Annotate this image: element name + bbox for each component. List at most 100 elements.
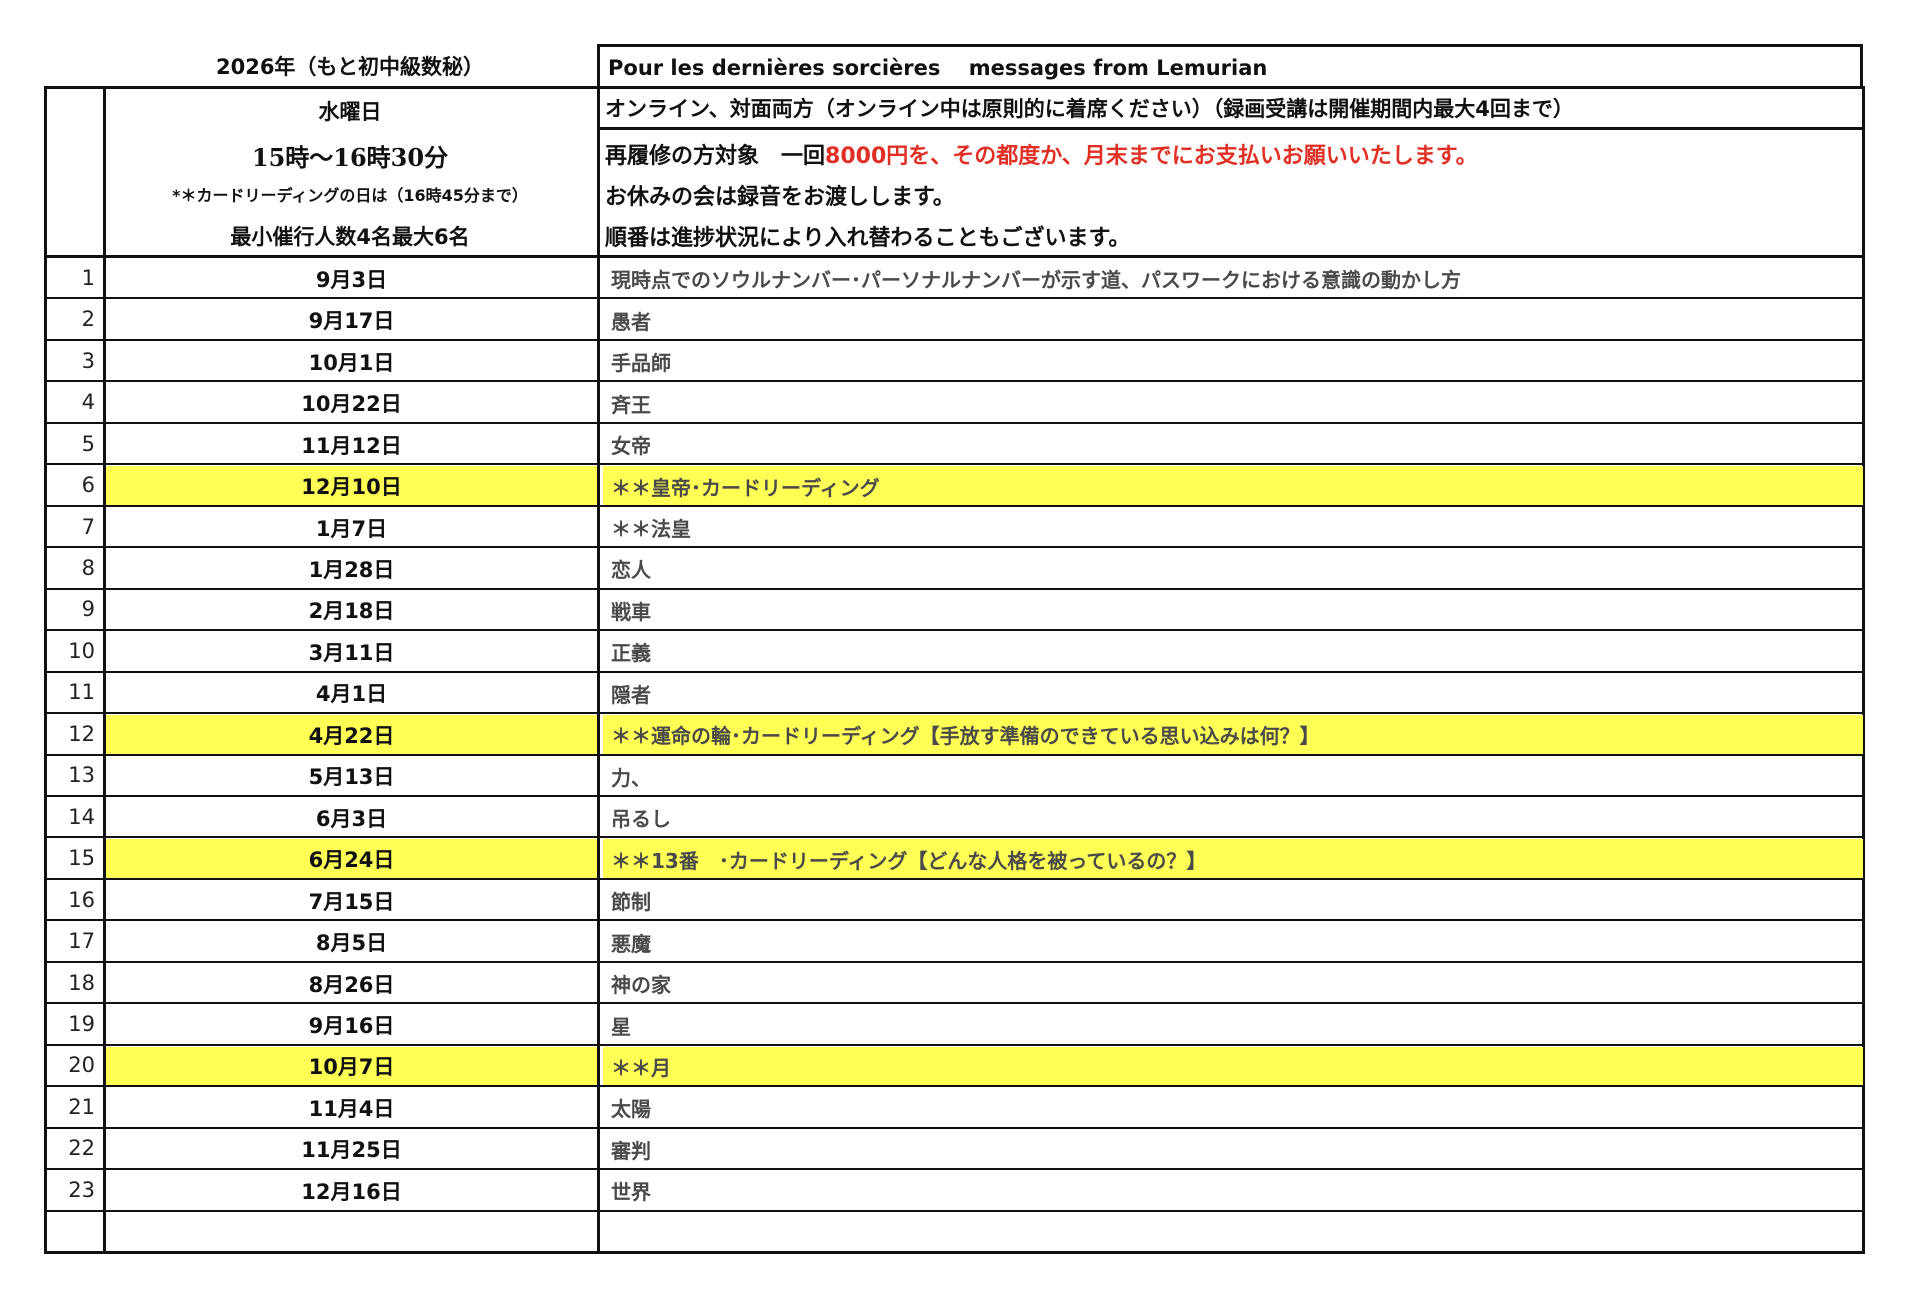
session-topic: 正義	[611, 641, 651, 666]
row-divider	[47, 546, 1863, 549]
session-number: 6	[81, 473, 95, 498]
session-number: 4	[81, 390, 95, 415]
session-number: 10	[68, 638, 95, 663]
session-topic: 手品師	[611, 351, 671, 376]
table-row	[47, 1211, 1863, 1253]
session-date: 8月26日	[308, 972, 395, 997]
session-number: 18	[68, 970, 95, 995]
row-divider	[47, 1043, 1863, 1046]
session-date: 4月22日	[106, 715, 597, 755]
row-divider	[47, 670, 1863, 673]
table-row: 5 11月12日 女帝	[47, 423, 1863, 465]
session-topic: ＊＊皇帝･カードリーディング	[603, 466, 1863, 506]
session-date: 8月5日	[315, 931, 388, 956]
session-date: 10月22日	[301, 392, 402, 417]
weekday: 水曜日	[318, 100, 382, 124]
absence-note: お休みの会は録音をお渡しします。	[605, 185, 955, 210]
table-row: 12 4月22日 ＊＊運命の輪･カードリーディング【手放す準備のできている思い込みは…	[47, 713, 1863, 755]
row-divider	[47, 877, 1863, 880]
session-topic: 悪魔	[611, 931, 651, 956]
session-number: 19	[68, 1012, 95, 1037]
table-row: 15 6月24日 ＊＊13番 ･カードリーディング【どんな人格を被っているの？】	[47, 837, 1863, 879]
session-topic: 隠者	[611, 682, 651, 707]
table-row: 3 10月1日 手品師	[47, 340, 1863, 382]
session-topic: 太陽	[611, 1097, 651, 1122]
session-date: 12月16日	[301, 1179, 402, 1204]
row-divider	[47, 255, 1863, 258]
session-topic: 力、	[611, 765, 651, 790]
session-number: 13	[68, 763, 95, 788]
table-row: 6 12月10日 ＊＊皇帝･カードリーディング	[47, 464, 1863, 506]
session-topic: 神の家	[611, 973, 671, 998]
session-date: 11月25日	[301, 1138, 402, 1163]
row-divider	[47, 463, 1863, 466]
session-number	[47, 1211, 99, 1253]
session-number: 7	[81, 514, 95, 539]
row-divider	[47, 338, 1863, 341]
table-row: 10 3月11日 正義	[47, 630, 1863, 672]
session-number: 5	[81, 431, 95, 456]
session-date: 10月1日	[308, 350, 395, 375]
session-date: 11月4日	[308, 1096, 395, 1121]
session-number: 1	[81, 265, 95, 290]
table-row: 19 9月16日 星	[47, 1003, 1863, 1045]
fee-line: 再履修の方対象 一回8000円を、その都度か、月末までにお支払いお願いいたします…	[605, 138, 1478, 170]
table-row: 21 11月4日 太陽	[47, 1086, 1863, 1128]
table-row: 13 5月13日 力、	[47, 755, 1863, 797]
format-info: オンライン、対面両方（オンライン中は原則的に着席ください）（録画受講は開催期間内…	[597, 88, 1863, 130]
row-divider	[47, 1209, 1863, 1212]
session-number: 15	[68, 846, 95, 871]
session-number: 11	[68, 680, 95, 705]
session-number: 2	[81, 307, 95, 332]
table-row: 8 1月28日 恋人	[47, 547, 1863, 589]
session-date: 12月10日	[106, 466, 597, 506]
session-topic: ＊＊法皇	[611, 517, 691, 541]
table-row: 2 9月17日 愚者	[47, 298, 1863, 340]
fee-notice: 8000円を、その都度か、月末までにお支払いお願いいたします。	[825, 144, 1478, 169]
session-date: 7月15日	[308, 889, 395, 914]
session-topic: 斉王	[611, 392, 651, 417]
session-topic	[603, 1213, 1863, 1253]
column-divider	[103, 89, 106, 1251]
session-time: 15時〜16時30分	[251, 143, 449, 172]
session-topic: 吊るし	[611, 807, 671, 832]
session-number: 8	[81, 555, 95, 580]
table-row: 17 8月5日 悪魔	[47, 920, 1863, 962]
session-topic: 現時点でのソウルナンバー･パーソナルナンバーが示す道、パスワークにおける意識の動…	[611, 268, 1461, 293]
table-row: 20 10月7日 ＊＊月	[47, 1045, 1863, 1087]
card-reading-note: *＊カードリーディングの日は（16時45分まで）	[172, 186, 528, 205]
table-row: 18 8月26日 神の家	[47, 962, 1863, 1004]
session-number: 23	[68, 1177, 95, 1202]
session-number: 17	[68, 929, 95, 954]
course-title: Pour les dernières sorcières messages fr…	[597, 44, 1863, 88]
table-row: 14 6月3日 吊るし	[47, 796, 1863, 838]
row-divider	[47, 504, 1863, 507]
table-row: 1 9月3日 現時点でのソウルナンバー･パーソナルナンバーが示す道、パスワークにおけ…	[47, 257, 1863, 299]
session-number: 14	[68, 804, 95, 829]
session-date: 5月13日	[308, 765, 395, 790]
session-topic: 審判	[611, 1138, 651, 1163]
row-divider	[47, 1168, 1863, 1171]
row-divider	[47, 836, 1863, 839]
session-date: 3月11日	[308, 640, 395, 665]
session-date: 4月1日	[315, 682, 388, 707]
session-date: 1月7日	[315, 516, 388, 541]
schedule-title: 2026年（もと初中級数秘）	[215, 55, 485, 79]
row-divider	[47, 629, 1863, 632]
table-row: 22 11月25日 審判	[47, 1128, 1863, 1170]
row-divider	[47, 421, 1863, 424]
session-topic: 節制	[611, 890, 651, 915]
session-number: 12	[68, 721, 95, 746]
table-row: 16 7月15日 節制	[47, 879, 1863, 921]
order-note: 順番は進捗状況により入れ替わることもございます。	[605, 226, 1131, 251]
row-divider	[47, 1085, 1863, 1088]
table-row: 7 1月7日 ＊＊法皇	[47, 506, 1863, 548]
session-topic: 恋人	[611, 558, 651, 583]
session-date: 9月16日	[308, 1014, 395, 1039]
row-divider	[47, 753, 1863, 756]
row-divider	[47, 960, 1863, 963]
table-row: 9 2月18日 戦車	[47, 589, 1863, 631]
table-row: 4 10月22日 斉王	[47, 381, 1863, 423]
policy-info: 再履修の方対象 一回8000円を、その都度か、月末までにお支払いお願いいたします…	[597, 130, 1863, 257]
session-date: 2月18日	[308, 599, 395, 624]
